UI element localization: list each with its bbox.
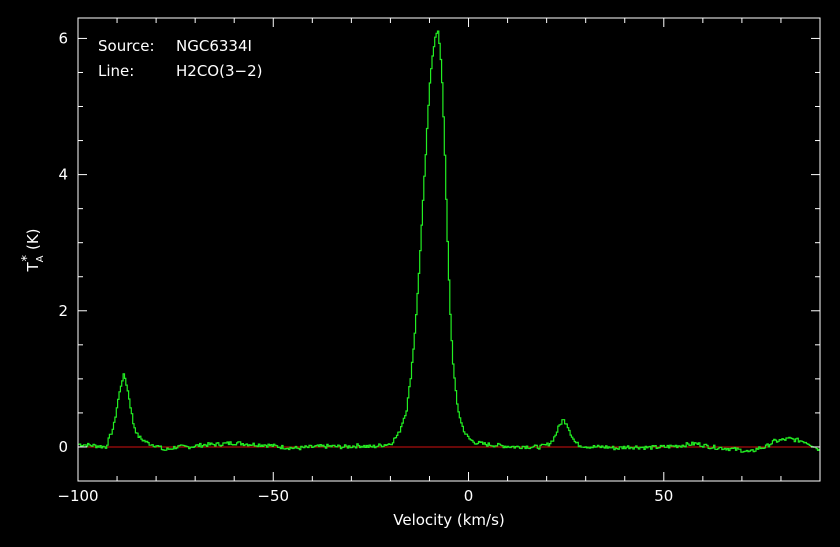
plot-frame [77, 17, 821, 482]
source-annotation-label: Source: [98, 37, 155, 55]
spectrum-series-line [78, 30, 820, 453]
x-tick-label: −100 [57, 487, 98, 505]
y-tick-label: 6 [58, 29, 68, 47]
y-axis-label-unit: (K) [24, 228, 42, 250]
x-tick-label: −50 [257, 487, 289, 505]
y-tick-label: 2 [58, 302, 68, 320]
line-annotation-value: H2CO(3−2) [176, 62, 262, 80]
x-tick-label: 50 [654, 487, 673, 505]
y-axis-label-sub: A [35, 255, 46, 262]
y-tick-label: 0 [58, 438, 68, 456]
line-annotation-label: Line: [98, 62, 134, 80]
x-axis-label: Velocity (km/s) [393, 511, 504, 529]
axis-tick-labels: −100 −50 0 50 0 2 4 6 [57, 29, 673, 505]
svg-text:TA*(K): TA* (K) [20, 228, 46, 272]
source-annotation-value: NGC6334I [176, 37, 252, 55]
y-tick-label: 4 [58, 166, 68, 184]
y-axis-label: TA* (K) [20, 228, 46, 272]
x-tick-label: 0 [464, 487, 474, 505]
y-axis-label-main: T [24, 262, 42, 273]
info-annotations: Source: NGC6334I Line: H2CO(3−2) [98, 37, 262, 80]
y-axis-label-sup: * [20, 255, 35, 262]
axis-ticks [77, 18, 821, 481]
